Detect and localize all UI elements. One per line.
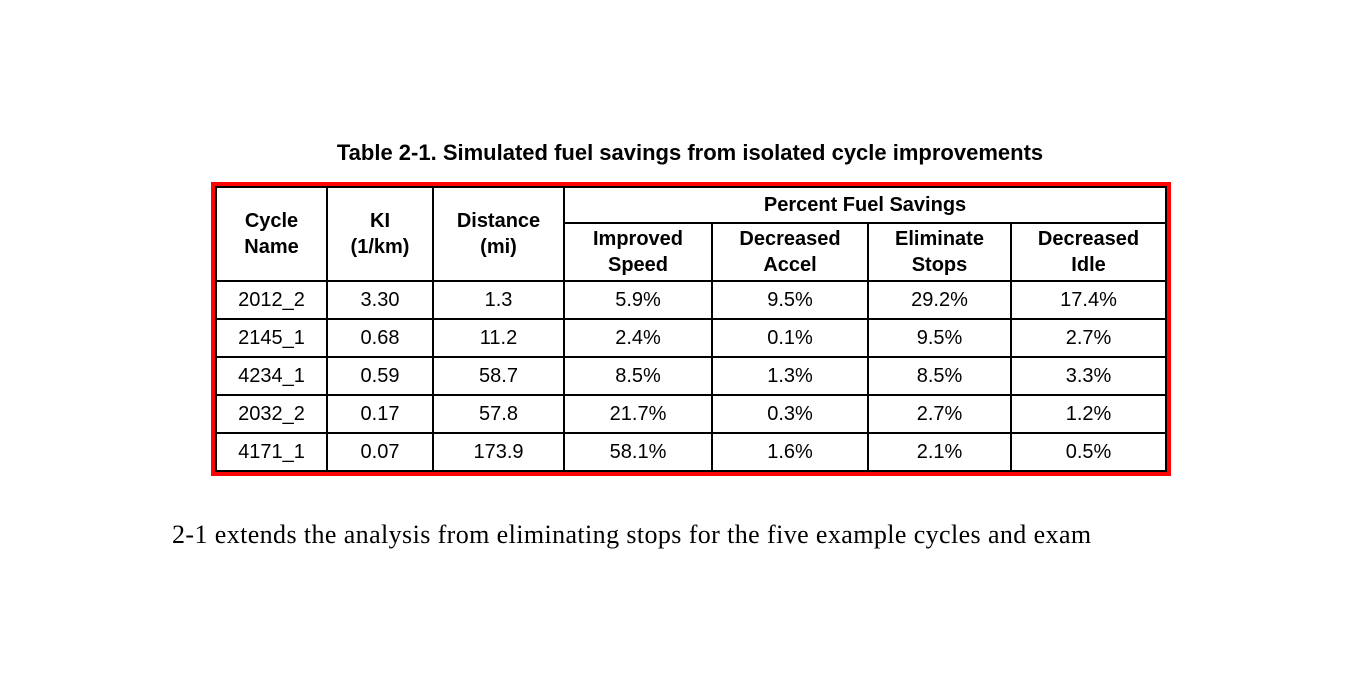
cell-decreased-idle: 0.5% bbox=[1009, 432, 1168, 472]
header-row-top: Cycle Name KI (1/km) Distance (mi) Perce… bbox=[215, 186, 1168, 282]
cell-improved-speed: 2.4% bbox=[563, 318, 713, 358]
cell-eliminate-stops: 29.2% bbox=[867, 280, 1012, 320]
table-caption: Table 2-1. Simulated fuel savings from i… bbox=[336, 140, 1044, 165]
cell-decreased-idle: 1.2% bbox=[1009, 394, 1168, 434]
cell-eliminate-stops: 9.5% bbox=[867, 318, 1012, 358]
cell-distance: 11.2 bbox=[432, 318, 565, 358]
table-highlight-frame: Cycle Name KI (1/km) Distance (mi) Perce… bbox=[211, 182, 1172, 476]
cell-ki: 0.59 bbox=[326, 356, 434, 396]
header-row-sub: Improved Speed Decreased Accel Eliminate… bbox=[216, 222, 1168, 282]
cell-decreased-accel: 0.3% bbox=[711, 394, 869, 434]
cell-ki: 0.17 bbox=[326, 394, 434, 434]
cell-ki: 0.68 bbox=[326, 318, 434, 358]
cell-improved-speed: 8.5% bbox=[563, 356, 713, 396]
cell-improved-speed: 21.7% bbox=[563, 394, 713, 434]
col-header-cycle-name: Cycle Name bbox=[215, 186, 328, 282]
col-header-ki: KI (1/km) bbox=[326, 186, 434, 282]
col-group-header-percent-fuel-savings: Percent Fuel Savings bbox=[562, 186, 1168, 224]
body-text: 2-1 extends the analysis from eliminatin… bbox=[172, 520, 1092, 549]
table-row: 2012_2 3.30 1.3 5.9% 9.5% 29.2% 17.4% bbox=[215, 280, 1168, 320]
cell-eliminate-stops: 2.1% bbox=[867, 432, 1012, 472]
table-row: 2145_1 0.68 11.2 2.4% 0.1% 9.5% 2.7% bbox=[215, 318, 1168, 358]
cell-cycle-name: 2145_1 bbox=[215, 318, 328, 358]
cell-decreased-idle: 17.4% bbox=[1009, 280, 1168, 320]
col-header-decreased-idle: Decreased Idle bbox=[1009, 222, 1168, 282]
table-row: 4234_1 0.59 58.7 8.5% 1.3% 8.5% 3.3% bbox=[215, 356, 1168, 396]
cell-decreased-idle: 2.7% bbox=[1009, 318, 1168, 358]
cell-cycle-name: 2032_2 bbox=[215, 394, 328, 434]
cell-eliminate-stops: 2.7% bbox=[867, 394, 1012, 434]
cell-ki: 3.30 bbox=[326, 280, 434, 320]
cell-cycle-name: 4234_1 bbox=[215, 356, 328, 396]
cell-decreased-accel: 0.1% bbox=[711, 318, 869, 358]
cell-decreased-accel: 1.6% bbox=[711, 432, 869, 472]
cell-decreased-accel: 1.3% bbox=[711, 356, 869, 396]
cell-decreased-idle: 3.3% bbox=[1009, 356, 1168, 396]
col-header-improved-speed: Improved Speed bbox=[563, 222, 713, 282]
table-row: 2032_2 0.17 57.8 21.7% 0.3% 2.7% 1.2% bbox=[215, 394, 1168, 434]
cell-improved-speed: 58.1% bbox=[563, 432, 713, 472]
col-header-decreased-accel: Decreased Accel bbox=[711, 222, 869, 282]
col-header-distance: Distance (mi) bbox=[432, 186, 565, 282]
cell-cycle-name: 2012_2 bbox=[215, 280, 328, 320]
cell-improved-speed: 5.9% bbox=[563, 280, 713, 320]
col-header-eliminate-stops: Eliminate Stops bbox=[867, 222, 1012, 282]
table-row: 4171_1 0.07 173.9 58.1% 1.6% 2.1% 0.5% bbox=[215, 432, 1168, 472]
fuel-savings-table: Cycle Name KI (1/km) Distance (mi) Perce… bbox=[215, 186, 1168, 472]
cell-distance: 173.9 bbox=[432, 432, 565, 472]
cell-distance: 1.3 bbox=[432, 280, 565, 320]
cell-ki: 0.07 bbox=[326, 432, 434, 472]
cell-eliminate-stops: 8.5% bbox=[867, 356, 1012, 396]
cell-distance: 57.8 bbox=[432, 394, 565, 434]
cell-distance: 58.7 bbox=[432, 356, 565, 396]
cell-cycle-name: 4171_1 bbox=[215, 432, 328, 472]
cell-decreased-accel: 9.5% bbox=[711, 280, 869, 320]
